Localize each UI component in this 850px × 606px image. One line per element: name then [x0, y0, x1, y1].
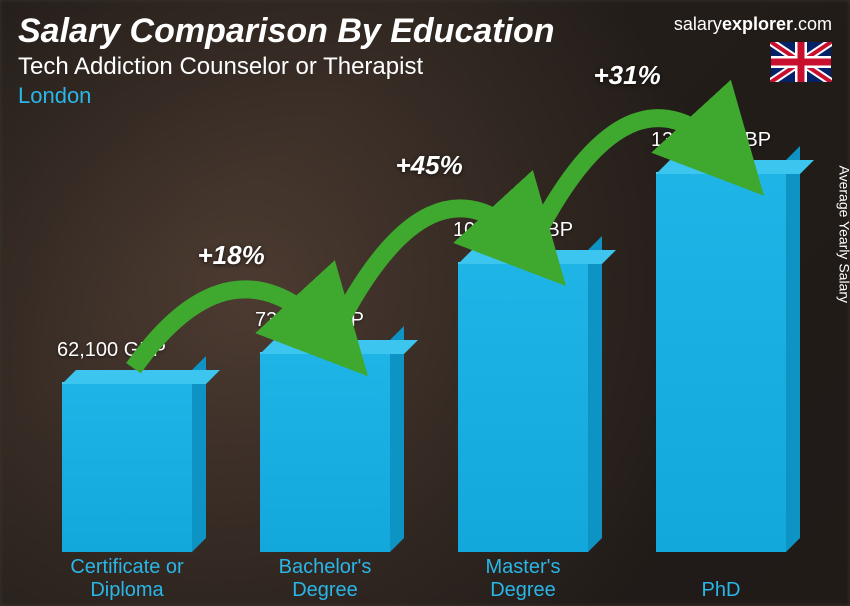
- y-axis-label: Average Yearly Salary: [836, 166, 850, 304]
- brand-part1: salary: [674, 14, 722, 34]
- increase-pct-label: +18%: [198, 240, 265, 271]
- bar-value-label: 73,000 GBP: [255, 309, 364, 332]
- uk-flag-icon: [770, 42, 832, 82]
- increase-pct-label: +45%: [396, 150, 463, 181]
- brand-logo: salaryexplorer.com: [674, 14, 832, 35]
- chart-bar: [656, 172, 786, 552]
- chart-bar: [62, 382, 192, 552]
- page-location: London: [18, 83, 832, 109]
- bar-category-label: Certificate orDiploma: [42, 556, 212, 602]
- bar-category-label: Master'sDegree: [438, 556, 608, 602]
- bar-value-label: 62,100 GBP: [57, 339, 166, 362]
- chart-bar: [458, 262, 588, 552]
- brand-part2: explorer: [722, 14, 793, 34]
- brand-suffix: .com: [793, 14, 832, 34]
- bar-value-label: 139,000 GBP: [651, 129, 771, 152]
- chart-bar: [260, 352, 390, 552]
- bar-category-label: Bachelor'sDegree: [240, 556, 410, 602]
- page-subtitle: Tech Addiction Counselor or Therapist: [18, 53, 832, 81]
- bar-value-label: 106,000 GBP: [453, 219, 573, 242]
- bar-category-label: PhD: [636, 579, 806, 602]
